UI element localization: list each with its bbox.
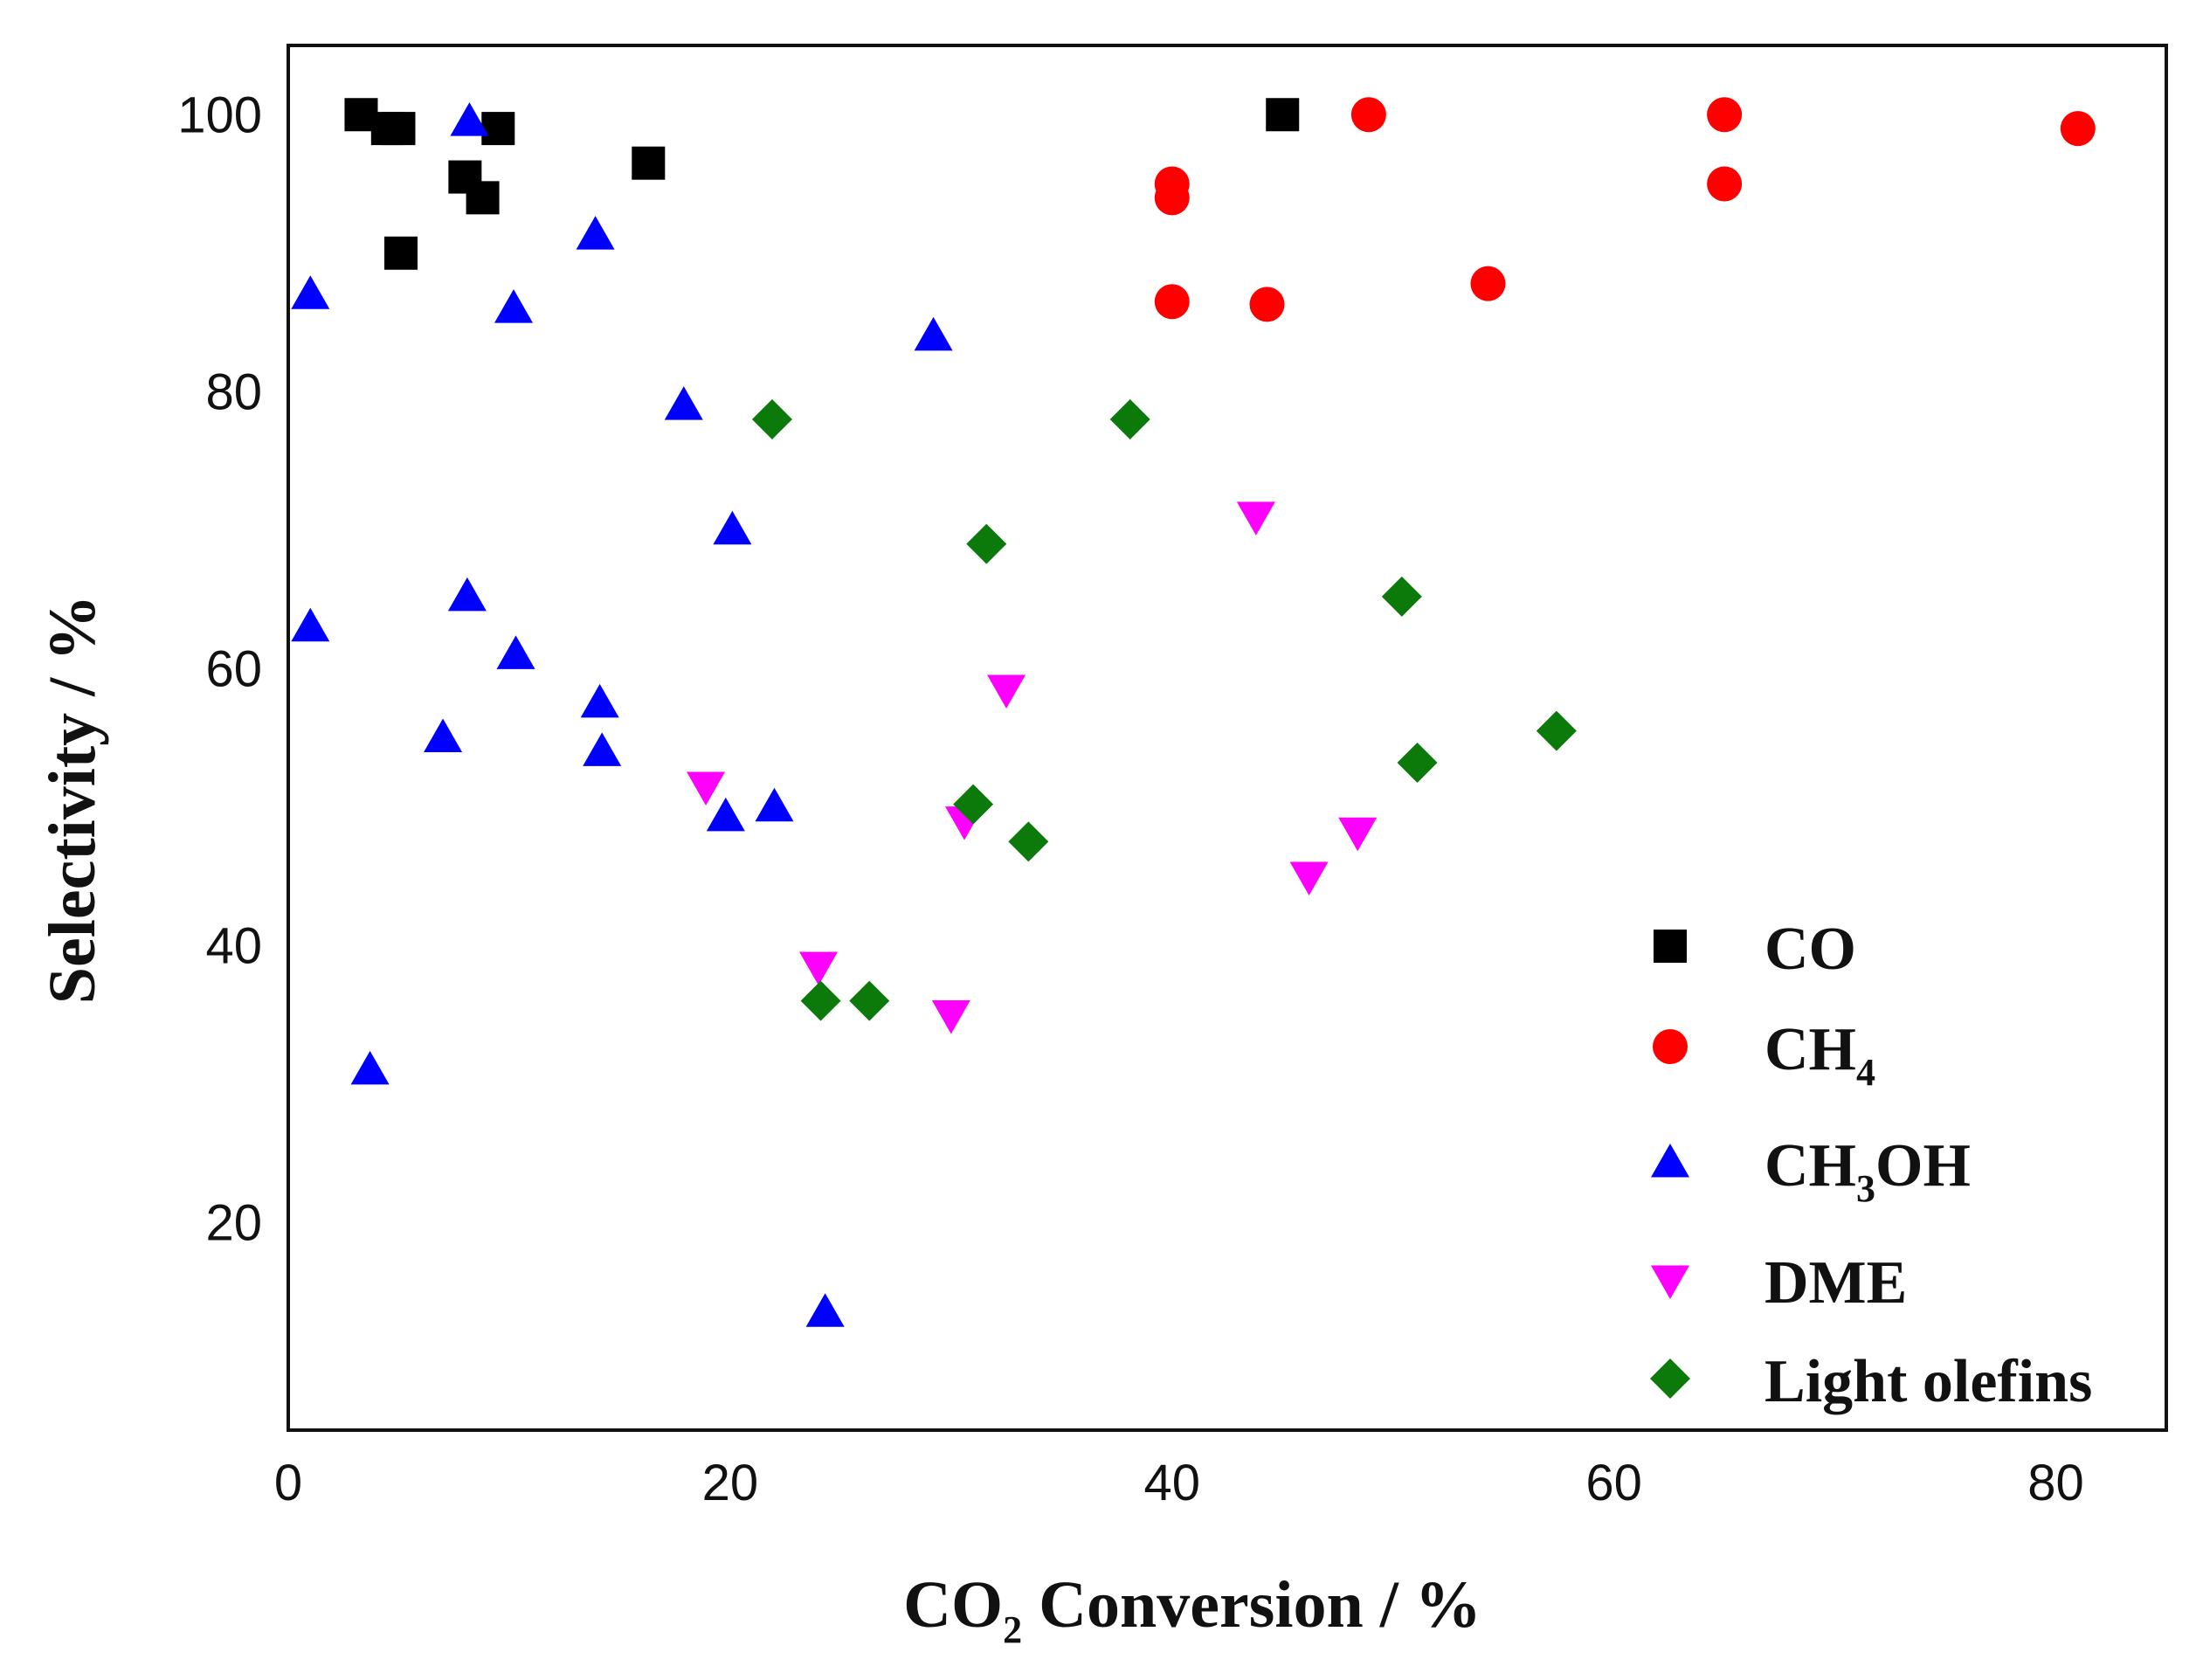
ch3oh-point <box>914 316 953 351</box>
light-olefins-point <box>849 980 890 1021</box>
ch3oh-point <box>494 289 533 323</box>
ch3oh-point <box>496 635 535 669</box>
legend-label-dme: DME <box>1764 1249 1907 1317</box>
legend-marker-ch3oh <box>1651 1144 1689 1178</box>
ch3oh-point <box>805 1293 845 1327</box>
legend-marker-co <box>1654 930 1687 963</box>
co-point <box>466 181 500 215</box>
x-axis-title-subscript: 2 <box>1003 1608 1022 1651</box>
ch3oh-point <box>580 683 619 718</box>
ch4-point <box>1249 287 1285 322</box>
ch4-point <box>2060 111 2096 147</box>
ch3oh-point <box>450 102 489 136</box>
ch4-point <box>1707 97 1743 133</box>
dme-point <box>1236 501 1275 536</box>
data-points <box>291 97 2096 1327</box>
x-tick-label: 60 <box>1585 1455 1642 1511</box>
light-olefins-point <box>800 980 841 1021</box>
co-point <box>632 146 666 180</box>
ch3oh-point <box>447 577 487 612</box>
ch3oh-point <box>424 718 463 752</box>
x-axis-title-rest: Conversion / % <box>1022 1568 1481 1642</box>
ch3oh-point <box>583 732 622 766</box>
ch3oh-point <box>350 1050 390 1085</box>
light-olefins-point <box>966 523 1007 564</box>
ch3oh-point <box>713 510 752 545</box>
light-olefins-point <box>1008 821 1049 862</box>
dme-point <box>931 1000 970 1034</box>
ch4-point <box>1350 97 1386 133</box>
ch4-point <box>1154 180 1190 216</box>
legend-label-light-olefins: Light olefins <box>1764 1348 2092 1415</box>
dme-point <box>1338 817 1378 852</box>
light-olefins-point <box>1109 398 1150 439</box>
legend-marker-ch4 <box>1653 1029 1688 1064</box>
light-olefins-point <box>751 398 792 439</box>
dme-point <box>799 951 839 986</box>
ch3oh-point <box>706 797 745 832</box>
co-point <box>481 112 515 146</box>
ch4-point <box>1470 266 1506 301</box>
legend-label-co: CO <box>1764 916 1856 983</box>
dme-point <box>1289 861 1329 895</box>
light-olefins-point <box>1381 576 1422 617</box>
co-point <box>384 236 418 270</box>
x-axis-title: CO2 Conversion / % <box>903 1568 1481 1651</box>
light-olefins-point <box>1397 743 1438 784</box>
y-tick-label: 80 <box>205 363 262 420</box>
legend-label-ch4: CH4 <box>1764 1016 1875 1094</box>
legend-marker-dme <box>1651 1265 1689 1299</box>
ch3oh-point <box>576 216 615 250</box>
co-point <box>382 112 416 146</box>
dme-point <box>687 771 726 805</box>
legend-marker-light-olefins <box>1650 1359 1690 1399</box>
y-tick-label: 100 <box>177 86 262 143</box>
ch3oh-point <box>755 787 794 822</box>
ch4-point <box>1707 166 1743 202</box>
legend: CO CH4 CH3OH DME Light olefins <box>1650 916 2092 1415</box>
dme-point <box>987 674 1026 709</box>
y-tick-label: 60 <box>205 640 262 697</box>
y-tick-label: 20 <box>205 1194 262 1251</box>
legend-label-ch3oh: CH3OH <box>1764 1132 1971 1210</box>
plot-frame <box>287 44 2168 1432</box>
x-tick-label: 20 <box>702 1455 759 1511</box>
x-tick-label: 80 <box>2027 1455 2084 1511</box>
ch3oh-point <box>291 275 330 309</box>
x-tick-label: 0 <box>274 1455 302 1511</box>
x-tick-label: 40 <box>1144 1455 1201 1511</box>
co-point <box>1266 98 1300 132</box>
y-tick-label: 40 <box>205 917 262 974</box>
ch3oh-point <box>291 607 330 642</box>
axis-ticks: 0 20 40 60 80 20 40 60 80 100 <box>177 86 2084 1511</box>
light-olefins-point <box>953 784 994 825</box>
ch4-point <box>1154 284 1190 320</box>
y-axis-title: Selectivity / % <box>36 595 109 1005</box>
x-axis-title-main: CO <box>903 1568 1003 1642</box>
light-olefins-point <box>1536 710 1577 751</box>
ch3oh-point <box>664 386 703 420</box>
